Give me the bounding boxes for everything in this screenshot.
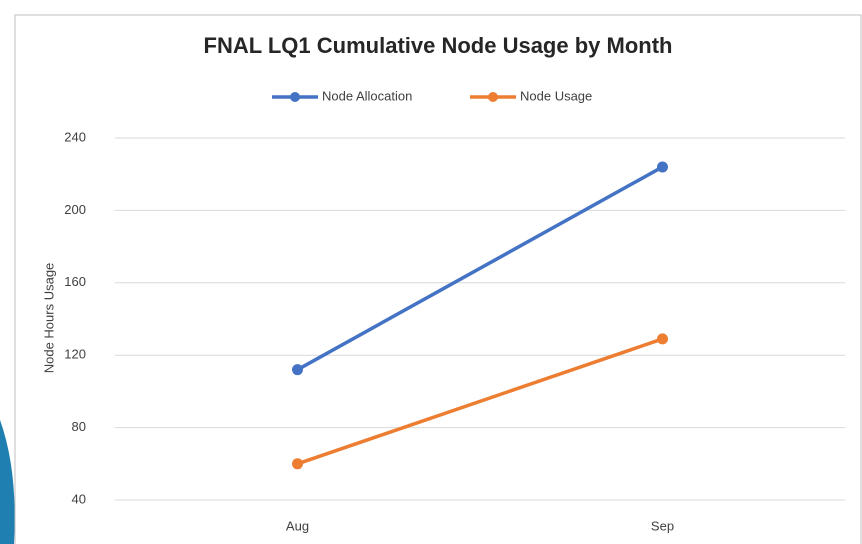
data-point [657,333,668,345]
series-line [296,337,664,466]
y-tick-label: 40 [72,491,86,506]
data-point [292,458,303,470]
y-axis-label: Node Hours Usage [41,263,56,374]
data-point [657,161,668,173]
y-tick-label: 120 [64,347,86,362]
legend-label: Node Allocation [322,88,412,103]
chart-title: FNAL LQ1 Cumulative Node Usage by Month [204,33,673,58]
legend-marker [290,92,300,102]
y-tick-label: 200 [64,202,86,217]
series-line [296,165,664,372]
y-tick-label: 80 [72,419,86,434]
decoration [0,420,15,544]
y-tick-label: 240 [64,129,86,144]
x-tick-label: Sep [651,518,674,533]
legend: Node Allocation Node Usage [272,88,592,103]
x-tick-label: Aug [286,518,309,533]
data-point [292,364,303,376]
legend-label: Node Usage [520,88,592,103]
legend-marker [488,92,498,102]
chart-frame [14,14,862,544]
y-tick-label: 160 [64,274,86,289]
